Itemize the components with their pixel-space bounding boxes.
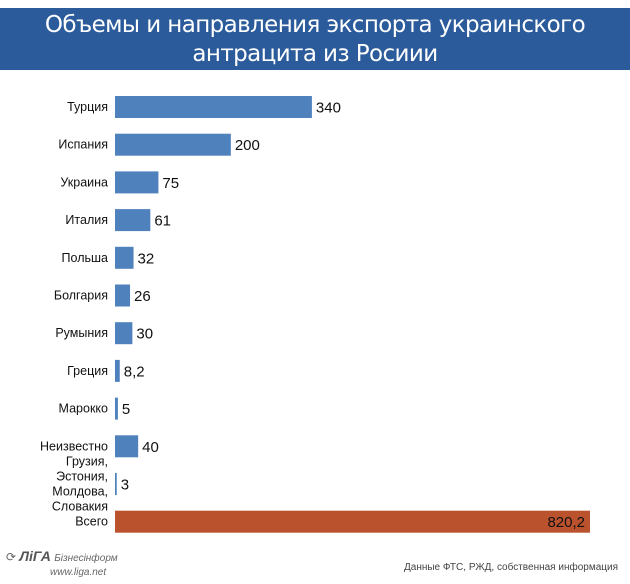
value-label: 40 bbox=[142, 439, 159, 456]
value-label: 32 bbox=[138, 250, 155, 267]
category-label: Неизвестно bbox=[40, 439, 108, 453]
category-label: Всего bbox=[75, 515, 108, 529]
category-label: Украина bbox=[60, 175, 108, 189]
category-label: Польша bbox=[62, 251, 108, 265]
bar bbox=[115, 133, 231, 156]
bar bbox=[115, 209, 151, 232]
bar bbox=[115, 473, 117, 495]
value-label: 30 bbox=[136, 326, 153, 343]
category-label: Грузия, Эстония, Молдова, Словакия bbox=[52, 455, 108, 514]
value-label: 8,2 bbox=[124, 363, 145, 380]
bar bbox=[115, 435, 139, 458]
chart-title: Объемы и направления экспорта украинског… bbox=[0, 8, 630, 70]
category-label: Румыния bbox=[55, 326, 108, 340]
logo-icon: ⟳ bbox=[6, 550, 17, 564]
bar bbox=[115, 246, 134, 269]
bar bbox=[115, 284, 131, 307]
value-label: 26 bbox=[134, 288, 151, 305]
category-label: Болгария bbox=[54, 289, 108, 303]
category-label: Италия bbox=[65, 213, 108, 227]
category-label: Турция bbox=[67, 100, 108, 114]
value-label: 200 bbox=[235, 137, 260, 154]
bar bbox=[115, 322, 133, 345]
source-note: Данные ФТС, РЖД, собственная информация bbox=[403, 562, 618, 573]
bar bbox=[115, 171, 159, 194]
category-label: Греция bbox=[67, 364, 108, 378]
logo-name: Бізнесінформ bbox=[54, 553, 118, 564]
category-label: Марокко bbox=[59, 402, 108, 416]
bar bbox=[115, 510, 590, 533]
category-label: Испания bbox=[58, 138, 108, 152]
logo-url: www.liga.net bbox=[50, 567, 107, 578]
logo-brand: ЛіГА bbox=[19, 548, 51, 564]
liga-logo: ⟳ ЛіГА Бізнесінформ www.liga.net bbox=[6, 548, 118, 578]
value-label: 75 bbox=[162, 175, 179, 192]
value-label: 340 bbox=[316, 100, 341, 117]
value-label: 61 bbox=[154, 213, 171, 230]
value-label: 5 bbox=[122, 401, 130, 418]
bar bbox=[115, 397, 118, 420]
bar bbox=[115, 96, 312, 118]
bar bbox=[115, 359, 120, 382]
value-label: 820,2 bbox=[547, 514, 585, 531]
value-label: 3 bbox=[121, 477, 129, 494]
